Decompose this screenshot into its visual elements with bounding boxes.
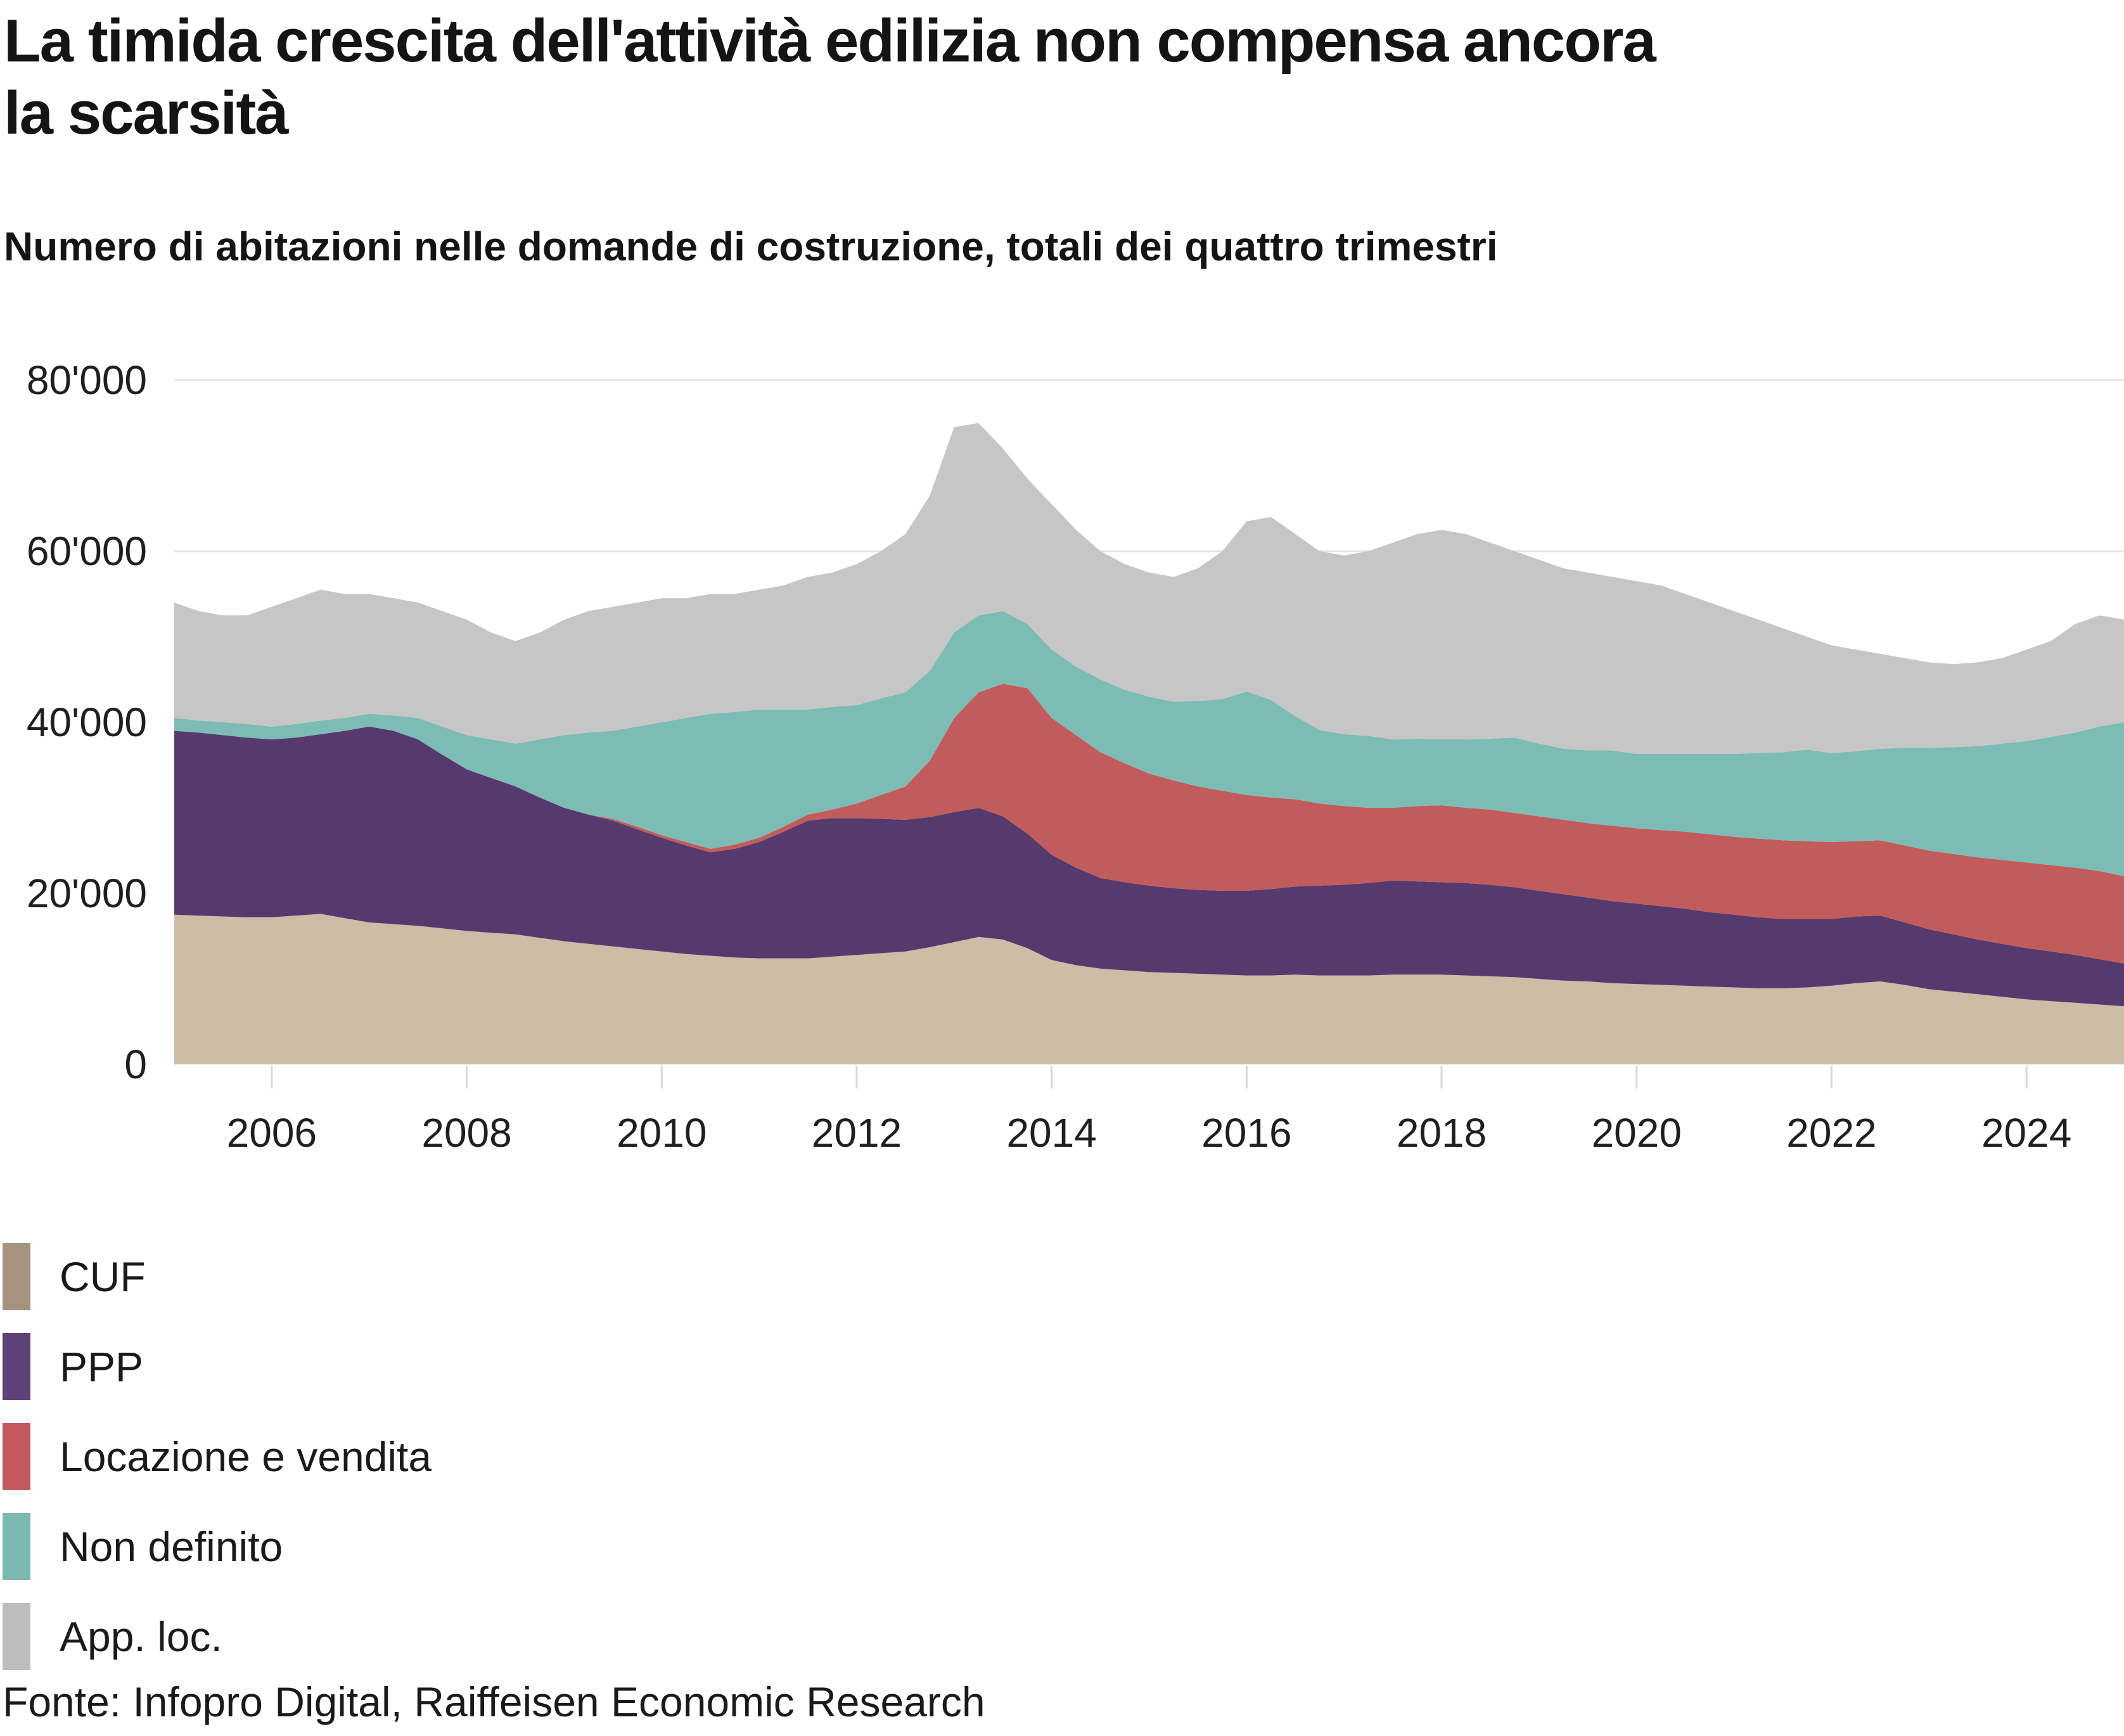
legend-swatch-locazione-e-vendita	[3, 1423, 30, 1490]
area-app-loc	[174, 423, 2124, 754]
x-tick-label-2014: 2014	[1006, 1110, 1096, 1156]
legend: CUF PPP Locazione e vendita Non definito…	[3, 1243, 432, 1693]
chart-subtitle: Numero di abitazioni nelle domande di co…	[4, 224, 1498, 269]
legend-label-ppp: PPP	[60, 1343, 144, 1390]
legend-swatch-non-definito	[3, 1513, 30, 1580]
y-tick-label-0: 0	[124, 1042, 147, 1087]
y-tick-label-40'000: 40'000	[27, 699, 147, 745]
y-tick-label-80'000: 80'000	[27, 357, 147, 403]
legend-item-non-definito: Non definito	[3, 1513, 432, 1580]
x-tick-label-2022: 2022	[1786, 1110, 1876, 1156]
area-ppp	[174, 726, 2124, 1007]
legend-item-cuf: CUF	[3, 1243, 432, 1310]
legend-swatch-cuf	[3, 1243, 30, 1310]
x-tick-label-2006: 2006	[227, 1110, 317, 1156]
legend-item-ppp: PPP	[3, 1333, 432, 1400]
legend-item-app-loc: App. loc.	[3, 1603, 432, 1670]
legend-label-cuf: CUF	[60, 1253, 146, 1300]
y-tick-label-60'000: 60'000	[27, 528, 147, 574]
x-tick-label-2018: 2018	[1397, 1110, 1487, 1156]
area-locazione-e-vendita	[174, 684, 2124, 964]
legend-label-app-loc: App. loc.	[60, 1613, 222, 1660]
legend-label-locazione-e-vendita: Locazione e vendita	[60, 1433, 432, 1480]
x-tick-label-2008: 2008	[421, 1110, 511, 1156]
legend-label-non-definito: Non definito	[60, 1523, 283, 1570]
x-tick-label-2010: 2010	[617, 1110, 707, 1156]
chart-title-line1: La timida crescita dell'attività edilizi…	[4, 7, 1656, 75]
area-non-definito	[174, 611, 2124, 876]
chart-title: La timida crescita dell'attività edilizi…	[4, 5, 2120, 150]
x-tick-label-2024: 2024	[1981, 1110, 2071, 1156]
y-tick-label-20'000: 20'000	[27, 871, 147, 916]
x-tick-label-2016: 2016	[1201, 1110, 1291, 1156]
source-line: Fonte: Infopro Digital, Raiffeisen Econo…	[3, 1678, 985, 1725]
area-cuf	[174, 914, 2124, 1064]
legend-swatch-app-loc	[3, 1603, 30, 1670]
legend-item-locazione-e-vendita: Locazione e vendita	[3, 1423, 432, 1490]
legend-swatch-ppp	[3, 1333, 30, 1400]
x-tick-label-2020: 2020	[1592, 1110, 1682, 1156]
chart-title-line2: la scarsità	[4, 79, 289, 147]
x-tick-label-2012: 2012	[812, 1110, 902, 1156]
